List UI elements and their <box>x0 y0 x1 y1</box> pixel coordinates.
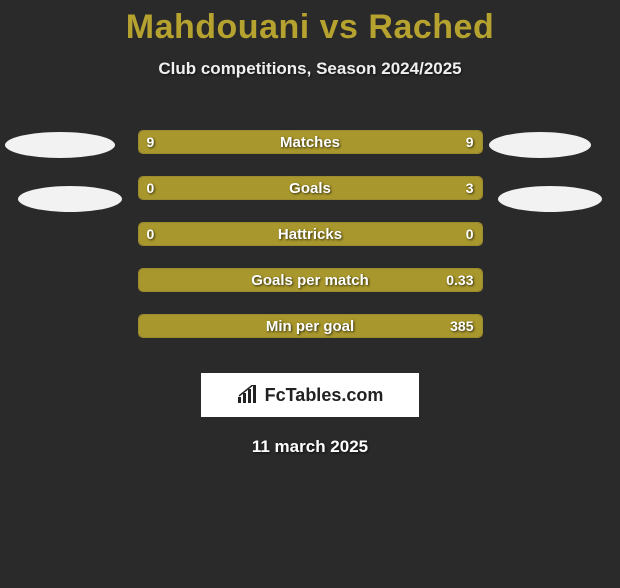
page-title: Mahdouani vs Rached <box>0 8 620 47</box>
brand-logo: FcTables.com <box>201 373 419 417</box>
stat-row: 385 Min per goal <box>0 303 620 349</box>
avatar-placeholder <box>489 132 591 158</box>
stat-value-left: 0 <box>147 226 155 242</box>
stat-bar-track: 9 9 Matches <box>138 130 483 154</box>
avatar-placeholder <box>498 186 602 212</box>
stat-label: Hattricks <box>278 226 342 243</box>
stat-value-left: 9 <box>147 134 155 150</box>
stat-bar-track: 0 3 Goals <box>138 176 483 200</box>
avatar-placeholder <box>5 132 115 158</box>
stat-row: 0 0 Hattricks <box>0 211 620 257</box>
stat-label: Min per goal <box>266 318 354 335</box>
stat-row: 0.33 Goals per match <box>0 257 620 303</box>
stat-bar-track: 385 Min per goal <box>138 314 483 338</box>
brand-logo-text: FcTables.com <box>265 385 384 406</box>
subtitle: Club competitions, Season 2024/2025 <box>0 59 620 79</box>
stat-bar-track: 0 0 Hattricks <box>138 222 483 246</box>
stat-value-right: 3 <box>466 180 474 196</box>
stat-value-left: 0 <box>147 180 155 196</box>
date-text: 11 march 2025 <box>0 437 620 457</box>
stat-label: Goals per match <box>251 272 369 289</box>
stat-label: Matches <box>280 134 340 151</box>
stat-bar-track: 0.33 Goals per match <box>138 268 483 292</box>
avatar-placeholder <box>18 186 122 212</box>
stat-value-right: 0.33 <box>446 272 473 288</box>
stat-value-right: 9 <box>466 134 474 150</box>
stat-value-right: 0 <box>466 226 474 242</box>
bar-chart-icon <box>237 385 259 405</box>
stat-label: Goals <box>289 180 331 197</box>
stat-value-right: 385 <box>450 318 473 334</box>
stat-bar-fill-right <box>200 177 481 199</box>
